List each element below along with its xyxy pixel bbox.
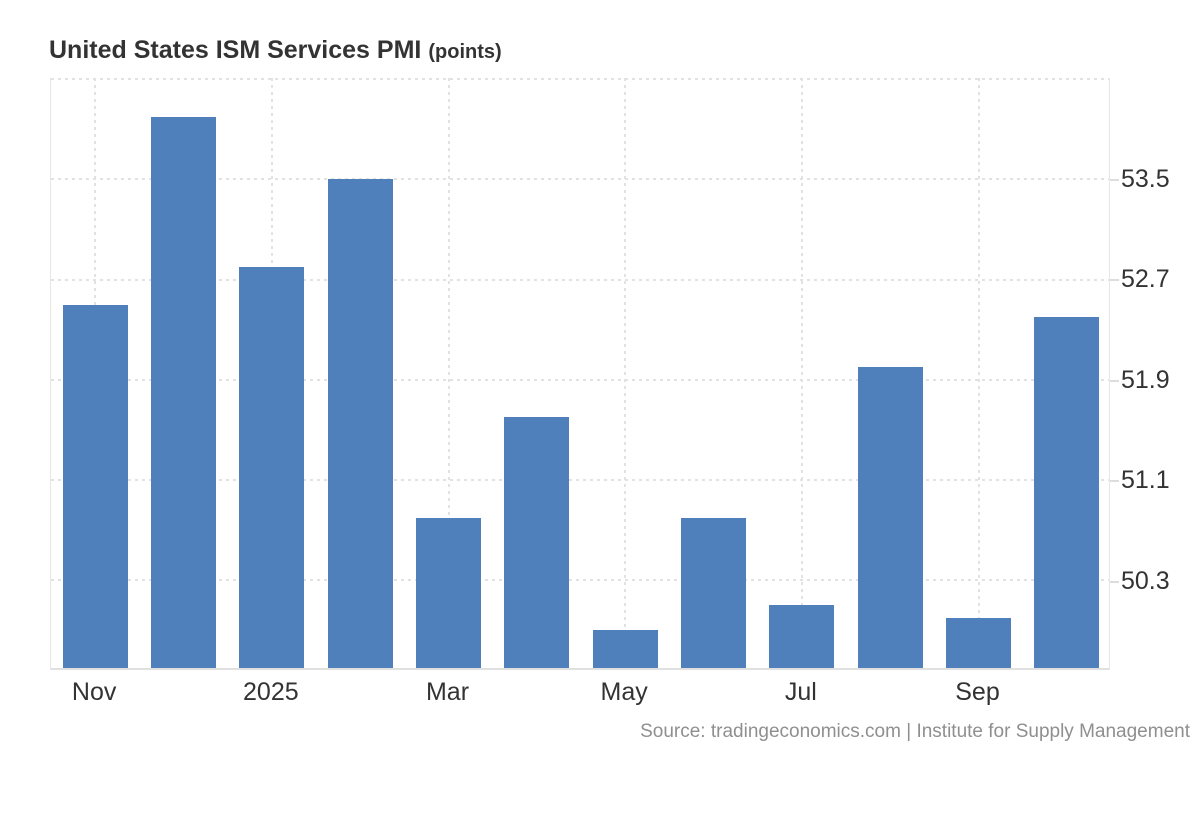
bar-nov-2024[interactable] xyxy=(62,304,128,668)
vertical-gridline xyxy=(624,78,627,668)
y-axis-tick xyxy=(1110,480,1119,483)
bar-may-2025[interactable] xyxy=(592,630,658,668)
chart-unit-label: (points) xyxy=(428,41,502,63)
y-axis-tick xyxy=(1110,178,1119,181)
bar-apr-2025[interactable] xyxy=(504,417,570,668)
y-axis-label: 53.5 xyxy=(1121,164,1170,193)
bar-dec-2024[interactable] xyxy=(151,116,216,668)
vertical-gridline xyxy=(977,78,980,668)
x-axis-label: May xyxy=(600,678,648,706)
bar-sep-2025[interactable] xyxy=(946,617,1011,668)
bar-mar-2025[interactable] xyxy=(416,517,481,668)
chart-title: United States ISM Services PMI xyxy=(49,36,422,64)
x-axis-label: Jul xyxy=(784,678,817,706)
bar-jun-2025[interactable] xyxy=(681,517,746,668)
source-attribution: Source: tradingeconomics.com | Institute… xyxy=(640,721,1190,742)
vertical-gridline xyxy=(800,78,803,668)
y-axis-label: 51.1 xyxy=(1121,466,1170,495)
chart-header: United States ISM Services PMI (points) xyxy=(49,36,502,65)
vertical-gridline xyxy=(447,78,450,668)
x-axis-label: 2025 xyxy=(243,678,299,706)
x-axis-label: Nov xyxy=(71,678,117,706)
bar-oct-2025[interactable] xyxy=(1034,317,1100,668)
y-axis-label: 50.3 xyxy=(1121,566,1170,595)
bar-feb-2025[interactable] xyxy=(327,179,393,668)
plot-area[interactable] xyxy=(50,78,1110,670)
y-axis-tick xyxy=(1110,379,1119,382)
horizontal-gridline xyxy=(51,178,1109,181)
horizontal-gridline xyxy=(51,378,1109,381)
bar-jul-2025[interactable] xyxy=(769,605,835,668)
bar-jan-2025[interactable] xyxy=(239,267,305,668)
horizontal-gridline xyxy=(51,579,1109,582)
y-axis-label: 51.9 xyxy=(1121,365,1170,394)
x-axis-label: Sep xyxy=(955,678,1000,706)
horizontal-gridline xyxy=(51,278,1109,281)
y-axis-tick xyxy=(1110,581,1119,584)
y-axis-tick xyxy=(1110,279,1119,282)
horizontal-gridline-top xyxy=(51,78,1109,80)
bar-aug-2025[interactable] xyxy=(857,367,923,668)
x-axis-label: Mar xyxy=(425,678,470,706)
y-axis-label: 52.7 xyxy=(1121,265,1170,294)
horizontal-gridline xyxy=(51,479,1109,482)
